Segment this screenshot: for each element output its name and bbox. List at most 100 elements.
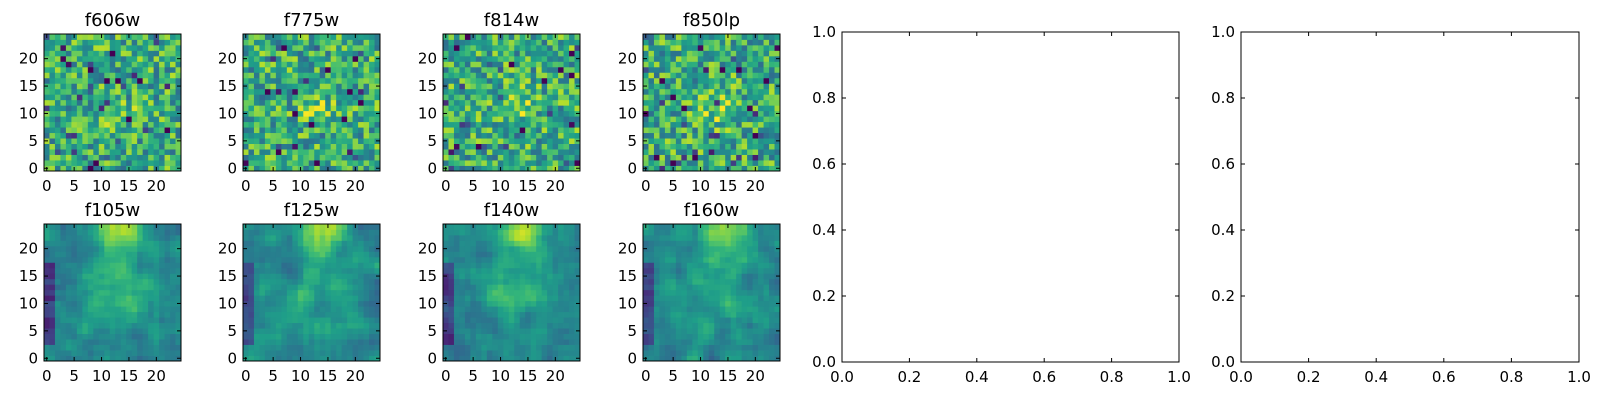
- heatmap-cell: [714, 127, 721, 134]
- heatmap-cell: [525, 50, 532, 57]
- heatmap-cell: [93, 262, 100, 269]
- heatmap-cell: [87, 149, 94, 155]
- panel-f606w-ytick-label: 10: [19, 104, 38, 122]
- heatmap-cell: [60, 300, 67, 307]
- heatmap-cell: [569, 138, 575, 144]
- heatmap-cell: [347, 94, 353, 101]
- heatmap-cell: [314, 289, 321, 296]
- heatmap-cell: [481, 344, 488, 351]
- heatmap-cell: [448, 306, 455, 313]
- heatmap-cell: [281, 105, 288, 112]
- heatmap-cell: [170, 77, 176, 84]
- heatmap-cell: [164, 55, 171, 62]
- heatmap-cell: [319, 262, 326, 269]
- heatmap-cell: [131, 99, 138, 106]
- heatmap-cell: [503, 39, 510, 46]
- heatmap-cell: [248, 289, 255, 296]
- heatmap-cell: [347, 267, 353, 274]
- heatmap-cell: [552, 328, 559, 334]
- heatmap-cell: [352, 127, 359, 134]
- heatmap-cell: [486, 311, 493, 318]
- heatmap-cell: [93, 284, 100, 291]
- heatmap-cell: [659, 83, 666, 90]
- heatmap-cell: [253, 143, 260, 150]
- heatmap-cell: [286, 143, 293, 150]
- heatmap-cell: [330, 143, 337, 150]
- heatmap-cell: [44, 333, 50, 340]
- heatmap-cell: [87, 295, 94, 302]
- heatmap-cell: [541, 306, 548, 313]
- heatmap-cell: [569, 267, 575, 274]
- heatmap-cell: [120, 224, 127, 230]
- heatmap-cell: [253, 240, 260, 247]
- heatmap-cell: [758, 154, 764, 161]
- heatmap-cell: [142, 94, 149, 101]
- heatmap-cell: [470, 284, 477, 291]
- heatmap-cell: [153, 55, 160, 62]
- heatmap-cell: [697, 273, 704, 280]
- heatmap-cell: [164, 121, 171, 128]
- heatmap-cell: [448, 245, 455, 252]
- heatmap-cell: [82, 66, 89, 73]
- heatmap-cell: [87, 317, 94, 324]
- heatmap-cell: [319, 306, 326, 313]
- heatmap-cell: [82, 322, 89, 329]
- heatmap-cell: [308, 94, 315, 101]
- heatmap-cell: [464, 317, 471, 324]
- heatmap-cell: [369, 295, 375, 302]
- heatmap-cell: [297, 154, 304, 161]
- heatmap-cell: [175, 344, 182, 351]
- heatmap-cell: [503, 138, 510, 144]
- heatmap-cell: [730, 116, 737, 123]
- heatmap-cell: [281, 165, 288, 172]
- heatmap-cell: [60, 273, 67, 280]
- heatmap-cell: [758, 66, 764, 73]
- heatmap-cell: [563, 149, 570, 155]
- heatmap-cell: [769, 317, 775, 324]
- heatmap-cell: [93, 55, 100, 62]
- heatmap-cell: [481, 165, 488, 172]
- heatmap-cell: [681, 333, 688, 340]
- heatmap-cell: [352, 256, 359, 263]
- heatmap-cell: [492, 322, 499, 329]
- heatmap-cell: [369, 278, 375, 285]
- heatmap-cell: [120, 328, 127, 334]
- heatmap-cell: [297, 72, 304, 79]
- heatmap-cell: [126, 105, 133, 112]
- heatmap-cell: [87, 350, 94, 356]
- heatmap-cell: [664, 322, 671, 329]
- heatmap-cell: [308, 165, 315, 172]
- heatmap-cell: [497, 143, 504, 150]
- heatmap-cell: [137, 289, 144, 296]
- heatmap-cell: [459, 138, 466, 144]
- heatmap-cell: [137, 262, 144, 269]
- heatmap-cell: [481, 262, 488, 269]
- heatmap-cell: [758, 355, 764, 362]
- heatmap-cell: [44, 116, 50, 123]
- heatmap-cell: [681, 143, 688, 150]
- heatmap-cell: [763, 83, 770, 90]
- heatmap-cell: [574, 344, 581, 351]
- heatmap-cell: [243, 77, 249, 84]
- heatmap-cell: [352, 311, 359, 318]
- heatmap-cell: [453, 350, 460, 356]
- heatmap-cell: [443, 256, 449, 263]
- heatmap-cell: [170, 99, 176, 106]
- heatmap-cell: [692, 143, 699, 150]
- heatmap-cell: [363, 267, 370, 274]
- heatmap-cell: [363, 339, 370, 345]
- heatmap-cell: [264, 317, 271, 324]
- heatmap-cell: [131, 273, 138, 280]
- heatmap-cell: [369, 300, 375, 307]
- heatmap-cell: [303, 160, 310, 166]
- heatmap-cell: [497, 322, 504, 329]
- heatmap-cell: [126, 245, 133, 252]
- heatmap-cell: [314, 300, 321, 307]
- heatmap-cell: [164, 317, 171, 324]
- heatmap-cell: [769, 160, 775, 166]
- heatmap-cell: [443, 160, 449, 166]
- heatmap-cell: [142, 72, 149, 79]
- heatmap-cell: [736, 55, 743, 62]
- heatmap-cell: [481, 154, 488, 161]
- heatmap-cell: [747, 306, 753, 313]
